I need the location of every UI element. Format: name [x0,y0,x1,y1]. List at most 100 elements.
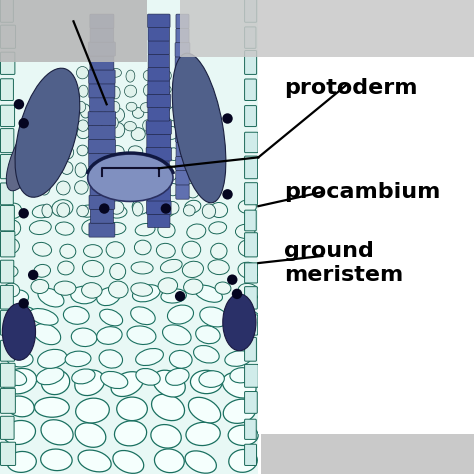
Ellipse shape [128,146,143,156]
FancyBboxPatch shape [0,205,14,231]
Ellipse shape [29,220,51,235]
Ellipse shape [153,370,185,397]
Ellipse shape [31,280,49,293]
FancyBboxPatch shape [245,315,258,335]
FancyBboxPatch shape [0,52,15,74]
Ellipse shape [2,370,27,385]
Ellipse shape [179,84,188,95]
Ellipse shape [156,243,175,258]
Ellipse shape [41,420,73,445]
FancyBboxPatch shape [245,392,257,413]
Ellipse shape [59,85,69,97]
Ellipse shape [112,123,125,137]
FancyBboxPatch shape [148,161,169,174]
Ellipse shape [193,346,219,363]
FancyBboxPatch shape [88,139,116,154]
Ellipse shape [56,181,70,195]
Ellipse shape [199,371,224,387]
Ellipse shape [183,205,195,216]
Text: ground
meristem: ground meristem [284,241,404,285]
Ellipse shape [111,108,125,122]
Ellipse shape [168,107,180,121]
Ellipse shape [126,70,135,82]
Ellipse shape [77,205,89,217]
Ellipse shape [60,244,76,258]
Ellipse shape [126,102,137,111]
Circle shape [161,203,171,214]
Ellipse shape [169,350,192,368]
Ellipse shape [234,288,259,302]
Ellipse shape [160,259,182,273]
Ellipse shape [151,124,164,136]
Ellipse shape [34,264,51,277]
Ellipse shape [54,281,76,295]
Ellipse shape [151,182,164,193]
Ellipse shape [183,279,203,294]
FancyBboxPatch shape [245,27,256,48]
FancyBboxPatch shape [245,287,257,309]
Ellipse shape [223,294,256,351]
FancyBboxPatch shape [0,442,16,465]
FancyBboxPatch shape [146,121,172,134]
Ellipse shape [61,100,70,112]
Ellipse shape [39,105,50,117]
Ellipse shape [183,163,194,178]
FancyBboxPatch shape [0,128,14,153]
Ellipse shape [132,108,144,118]
FancyBboxPatch shape [175,43,190,57]
Ellipse shape [76,101,86,112]
FancyBboxPatch shape [245,337,256,361]
Ellipse shape [56,106,70,119]
Ellipse shape [236,224,255,238]
Ellipse shape [232,310,260,325]
Ellipse shape [175,117,186,129]
FancyBboxPatch shape [0,340,15,361]
Ellipse shape [71,286,97,304]
FancyBboxPatch shape [147,134,171,148]
Ellipse shape [209,222,227,234]
Ellipse shape [94,87,103,96]
Circle shape [28,270,38,280]
Ellipse shape [57,203,70,217]
Ellipse shape [195,285,222,302]
Ellipse shape [2,303,36,360]
Ellipse shape [164,127,179,139]
Ellipse shape [155,449,184,473]
FancyBboxPatch shape [0,79,13,100]
FancyBboxPatch shape [147,14,170,27]
Ellipse shape [147,142,161,156]
Ellipse shape [229,449,257,472]
Ellipse shape [6,112,51,191]
Ellipse shape [130,165,142,179]
Ellipse shape [75,423,106,447]
Ellipse shape [71,328,97,346]
Ellipse shape [97,327,122,345]
FancyBboxPatch shape [176,142,189,156]
Ellipse shape [124,121,137,131]
Ellipse shape [111,372,143,396]
Ellipse shape [136,348,164,365]
Ellipse shape [2,238,19,254]
Ellipse shape [164,166,178,181]
Ellipse shape [189,397,220,423]
Ellipse shape [6,306,35,321]
Ellipse shape [161,289,186,303]
Ellipse shape [6,350,33,367]
FancyBboxPatch shape [148,81,170,94]
Ellipse shape [143,70,154,81]
FancyBboxPatch shape [89,195,115,209]
Ellipse shape [6,203,22,219]
FancyBboxPatch shape [245,106,256,127]
Ellipse shape [76,398,109,423]
Ellipse shape [227,328,253,343]
Ellipse shape [238,200,256,213]
FancyBboxPatch shape [146,201,171,214]
Ellipse shape [41,145,54,157]
Ellipse shape [131,283,153,296]
Ellipse shape [144,84,155,97]
Ellipse shape [204,145,215,158]
FancyBboxPatch shape [245,210,256,231]
Ellipse shape [113,450,144,474]
Ellipse shape [185,451,216,473]
FancyBboxPatch shape [148,67,170,81]
